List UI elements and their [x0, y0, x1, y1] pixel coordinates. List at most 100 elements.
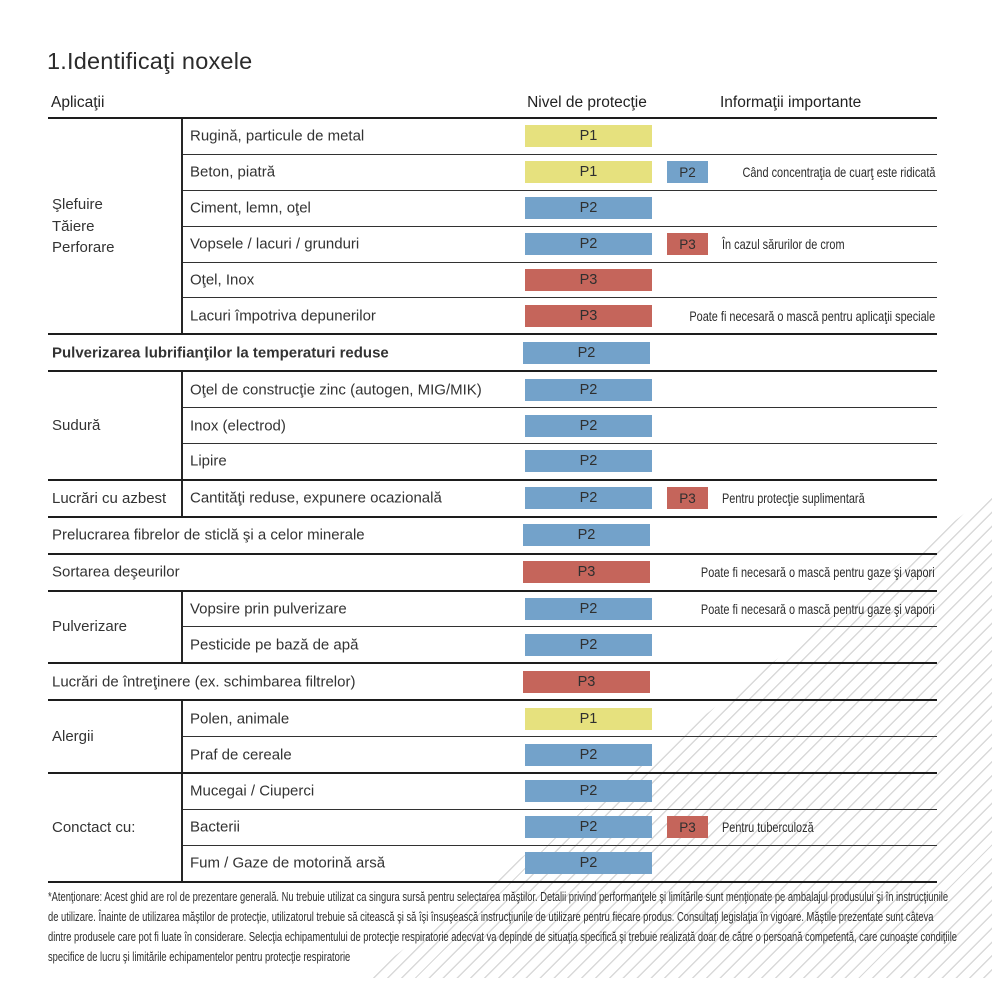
- table-row: Fum / Gaze de motorină arsă P2: [183, 844, 937, 881]
- table-row: Vopsire prin pulverizare P2 Poate fi nec…: [183, 592, 937, 627]
- important-info-note: În cazul sărurilor de crom: [722, 236, 845, 253]
- table-row: Lacuri împotriva depunerilor P3 Poate fi…: [183, 297, 937, 333]
- footnote-line: specifice de lucru şi limitările echipam…: [48, 949, 351, 964]
- page-title: 1.Identificaţi noxele: [47, 48, 253, 74]
- important-info-note: Poate fi necesară o mască pentru gaze şi…: [701, 601, 935, 618]
- application-label: Prelucrarea fibrelor de sticlă şi a celo…: [52, 526, 365, 544]
- application-label: Inox (electrod): [190, 417, 286, 435]
- application-label: Lipire: [190, 452, 227, 470]
- protection-level-badge: P2: [525, 852, 652, 875]
- protection-level-badge: P2: [525, 487, 652, 510]
- application-label: Beton, piatră: [190, 163, 276, 181]
- important-info-note: Pentru tuberculoză: [722, 819, 814, 836]
- application-label: Pulverizarea lubrifianţilor la temperatu…: [52, 344, 389, 362]
- category-label: Lucrări cu azbest: [52, 489, 167, 507]
- protection-level-badge: P3: [523, 670, 650, 693]
- protection-level-badge: P2: [525, 633, 652, 656]
- category-label: Şlefuire Tăiere Perforare: [52, 196, 115, 256]
- protection-level-badge: P2: [525, 414, 652, 437]
- table-row: Sortarea deşeurilor P3 Poate fi necesară…: [48, 555, 937, 590]
- category-label: Alergii: [52, 727, 94, 745]
- application-label: Vopsire prin pulverizare: [190, 600, 347, 618]
- protection-level-badge: P2: [525, 743, 652, 766]
- table-row: Lipire P2: [183, 443, 937, 479]
- column-header-important-info: Informaţii importante: [720, 94, 862, 111]
- application-label: Pesticide pe bază de apă: [190, 636, 359, 654]
- extra-protection-badge: P3: [667, 487, 708, 510]
- protection-level-badge: P3: [525, 269, 652, 291]
- table-row: Prelucrarea fibrelor de sticlă şi a celo…: [48, 518, 937, 553]
- application-label: Lacuri împotriva depunerilor: [190, 307, 376, 325]
- table-group-fibre-sticla: Prelucrarea fibrelor de sticlă şi a celo…: [48, 515, 937, 553]
- protection-level-badge: P2: [525, 816, 652, 839]
- protection-level-badge: P1: [525, 161, 652, 184]
- protection-level-badge: P2: [525, 378, 652, 401]
- table-row: Mucegai / Ciuperci P2: [183, 774, 937, 809]
- footnote-line: *Atenţionare: Acest ghid are rol de prez…: [48, 889, 949, 904]
- protection-level-badge: P1: [525, 125, 652, 148]
- protection-level-badge: P3: [523, 561, 650, 584]
- category-label: Sudură: [52, 416, 101, 434]
- footnote-line: de utilizare. Înainte de utilizarea măşt…: [48, 909, 934, 924]
- protection-level-badge: P1: [525, 707, 652, 730]
- table-row: Lucrări de întreţinere (ex. schimbarea f…: [48, 664, 937, 699]
- footnote-line: dintre produsele care pot fi luate în co…: [48, 929, 957, 944]
- application-label: Cantităţi reduse, expunere ocazională: [190, 489, 442, 507]
- application-label: Fum / Gaze de motorină arsă: [190, 854, 386, 872]
- application-label: Lucrări de întreţinere (ex. schimbarea f…: [52, 673, 356, 691]
- table-row: Pulverizarea lubrifianţilor la temperatu…: [48, 335, 937, 370]
- important-info-note: Când concentraţia de cuarţ este ridicată: [741, 164, 935, 181]
- category-label: Pulverizare: [52, 618, 128, 636]
- extra-protection-badge: P3: [667, 816, 708, 839]
- table-row: Beton, piatră P1 P2 Când concentraţia de…: [183, 153, 937, 190]
- application-label: Oţel, Inox: [190, 271, 255, 289]
- column-header-applications: Aplicaţii: [51, 94, 105, 111]
- disclaimer-footnote: *Atenţionare: Acest ghid are rol de prez…: [48, 889, 1000, 969]
- protection-level-badge: P2: [523, 341, 650, 364]
- table-row: Vopsele / lacuri / grunduri P2 P3 În caz…: [183, 225, 937, 262]
- protection-table: Şlefuire Tăiere Perforare Rugină, partic…: [48, 117, 937, 883]
- protection-level-badge: P2: [525, 598, 652, 621]
- application-label: Mucegai / Ciuperci: [190, 782, 315, 800]
- column-header-protection-level: Nivel de protecţie: [527, 94, 647, 111]
- table-row: Bacterii P2 P3 Pentru tuberculoză: [183, 808, 937, 845]
- table-group-sortarea-deseurilor: Sortarea deşeurilor P3 Poate fi necesară…: [48, 552, 937, 590]
- extra-protection-badge: P2: [667, 161, 708, 184]
- important-info-note: Poate fi necesară o mască pentru aplicaţ…: [689, 307, 935, 324]
- table-row: Oţel de construcţie zinc (autogen, MIG/M…: [183, 372, 937, 407]
- table-row: Inox (electrod) P2: [183, 407, 937, 443]
- table-group-sudura: Sudură Oţel de construcţie zinc (autogen…: [48, 370, 937, 479]
- application-label: Polen, animale: [190, 710, 290, 728]
- table-row: Polen, animale P1: [183, 701, 937, 736]
- table-group-contact-cu: Conctact cu: Mucegai / Ciuperci P2 Bacte…: [48, 772, 937, 881]
- table-group-pulverizarea-lubrifiantilor: Pulverizarea lubrifianţilor la temperatu…: [48, 333, 937, 370]
- important-info-note: Poate fi necesară o mască pentru gaze şi…: [701, 564, 935, 581]
- table-group-azbest: Lucrări cu azbest Cantităţi reduse, expu…: [48, 478, 937, 516]
- table-row: Ciment, lemn, oţel P2: [183, 189, 937, 226]
- protection-level-badge: P2: [525, 197, 652, 220]
- protection-level-badge: P3: [525, 304, 652, 327]
- application-label: Ciment, lemn, oţel: [190, 199, 311, 217]
- application-label: Bacterii: [190, 818, 241, 836]
- application-label: Vopsele / lacuri / grunduri: [190, 235, 360, 253]
- category-label: Conctact cu:: [52, 818, 136, 836]
- application-label: Praf de cereale: [190, 746, 292, 764]
- table-group-alergii: Alergii Polen, animale P1 Praf de cereal…: [48, 699, 937, 773]
- protection-level-badge: P2: [525, 780, 652, 803]
- table-row: Cantităţi reduse, expunere ocazională P2…: [183, 481, 937, 516]
- table-row: Oţel, Inox P3: [183, 261, 937, 298]
- protection-level-badge: P2: [525, 233, 652, 256]
- application-label: Oţel de construcţie zinc (autogen, MIG/M…: [190, 381, 482, 399]
- table-row: Praf de cereale P2: [183, 736, 937, 772]
- table-row: Rugină, particule de metal P1: [183, 119, 937, 154]
- table-row: Pesticide pe bază de apă P2: [183, 626, 937, 662]
- table-group-pulverizare: Pulverizare Vopsire prin pulverizare P2 …: [48, 589, 937, 663]
- table-group-slefuire: Şlefuire Tăiere Perforare Rugină, partic…: [48, 117, 937, 334]
- extra-protection-badge: P3: [667, 233, 708, 256]
- application-label: Rugină, particule de metal: [190, 127, 365, 145]
- protection-level-badge: P2: [525, 450, 652, 473]
- important-info-note: Pentru protecţie suplimentară: [722, 490, 865, 507]
- application-label: Sortarea deşeurilor: [52, 563, 180, 581]
- protection-level-badge: P2: [523, 524, 650, 547]
- table-group-intretinere: Lucrări de întreţinere (ex. schimbarea f…: [48, 662, 937, 699]
